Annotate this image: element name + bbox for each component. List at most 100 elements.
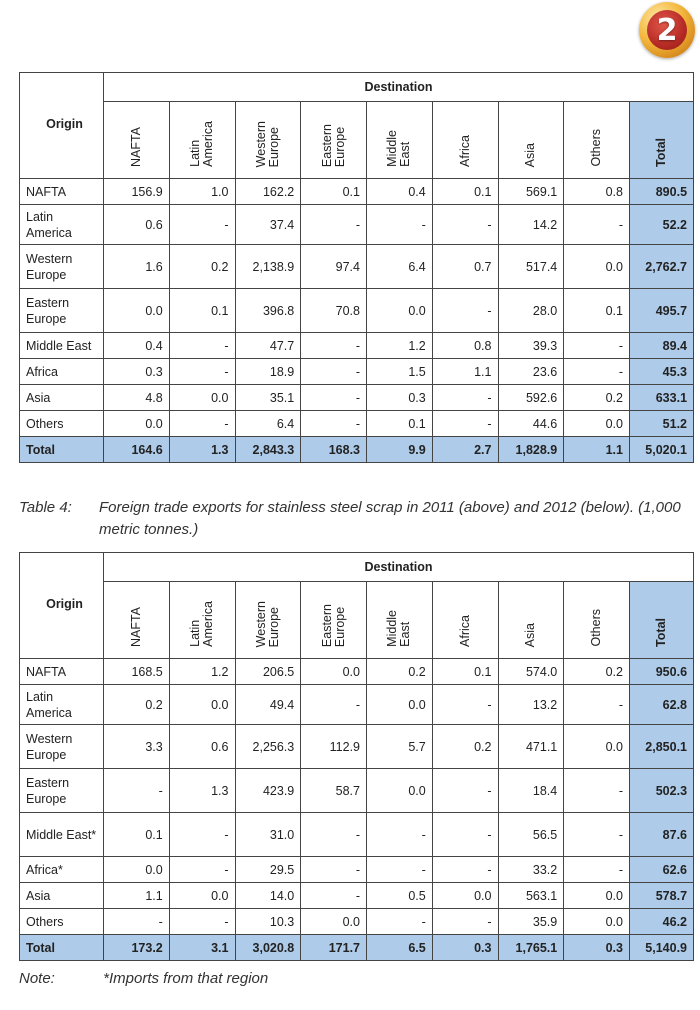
value-cell: 0.0	[168, 684, 236, 725]
value-cell: 0.0	[563, 244, 630, 289]
value-cell: -	[366, 856, 433, 883]
total-cell: 46.2	[628, 908, 695, 935]
value-cell: 1.5	[366, 358, 433, 385]
value-cell: 28.0	[497, 288, 565, 333]
column-headers: NAFTA Latin America Western Europe Eastern …	[20, 581, 695, 659]
value-cell: 0.0	[563, 724, 630, 769]
value-cell: 423.9	[234, 768, 302, 813]
value-cell: 0.3	[431, 934, 499, 961]
value-cell: 0.8	[563, 178, 630, 205]
value-cell: 592.6	[497, 384, 565, 411]
value-cell: 3.1	[168, 934, 236, 961]
table-body: NAFTA 156.9 1.0 162.2 0.1 0.4 0.1 569.1 0.8 890.5…	[19, 178, 695, 463]
value-cell: -	[300, 684, 367, 725]
table-row: Western Europe 1.6 0.2 2,138.9 97.4 6.4 0.7 517…	[19, 244, 695, 289]
value-cell: -	[431, 410, 499, 437]
value-cell: 0.1	[563, 288, 630, 333]
total-row: Total 164.6 1.3 2,843.3 168.3 9.9 2.7 1,828.9 1.…	[19, 436, 695, 463]
value-cell: 0.4	[366, 178, 433, 205]
origin-cell: Western Europe	[19, 724, 104, 769]
column-header-others: Others	[563, 101, 630, 179]
value-cell: 18.4	[497, 768, 565, 813]
column-header-label: Middle East	[385, 130, 413, 167]
column-header-label: Total	[654, 138, 668, 167]
column-header-asia: Asia	[497, 581, 565, 659]
value-cell: 0.0	[563, 882, 630, 909]
value-cell: 1,828.9	[497, 436, 565, 463]
value-cell: 5.7	[366, 724, 433, 769]
column-header-label: Others	[589, 129, 604, 167]
origin-cell: Latin America	[19, 684, 104, 725]
value-cell: 3.3	[103, 724, 170, 769]
column-header-africa: Africa	[431, 581, 499, 659]
table-body: NAFTA 168.5 1.2 206.5 0.0 0.2 0.1 574.0 0.2 950.6…	[19, 658, 695, 961]
value-cell: -	[431, 384, 499, 411]
value-cell: 39.3	[497, 332, 565, 359]
origin-cell: Middle East	[19, 332, 104, 359]
value-cell: 35.1	[234, 384, 302, 411]
origin-cell: Eastern Europe	[19, 768, 104, 813]
column-header-label: Western Europe	[253, 600, 281, 647]
column-header-label: NAFTA	[128, 606, 143, 647]
column-header-label: Total	[654, 618, 668, 647]
column-header-label: Western Europe	[253, 120, 281, 167]
value-cell: 0.5	[366, 882, 433, 909]
value-cell: -	[300, 856, 367, 883]
value-cell: 0.1	[431, 658, 499, 685]
value-cell: 49.4	[234, 684, 302, 725]
column-header-middle-east: Middle East	[366, 101, 433, 179]
value-cell: 14.2	[497, 204, 565, 245]
value-cell: 0.8	[431, 332, 499, 359]
table-row: Middle East* 0.1-31.0- - -56.5-87.6	[19, 812, 695, 857]
column-header-label: NAFTA	[128, 126, 143, 167]
value-cell: 14.0	[234, 882, 302, 909]
value-cell: -	[563, 856, 630, 883]
value-cell: 33.2	[497, 856, 565, 883]
value-cell: 569.1	[497, 178, 565, 205]
total-cell: 495.7	[628, 288, 695, 333]
value-cell: 44.6	[497, 410, 565, 437]
value-cell: -	[300, 384, 367, 411]
value-cell: 1.2	[366, 332, 433, 359]
value-cell: 0.1	[300, 178, 367, 205]
table-row: Asia 4.8 0.0 35.1-0.3-592.6 0.2 633.1	[19, 384, 695, 411]
value-cell: 0.0	[563, 908, 630, 935]
value-cell: 6.4	[234, 410, 302, 437]
origin-cell: Eastern Europe	[19, 288, 104, 333]
value-cell: 1.3	[168, 768, 236, 813]
column-header-latin-america: Latin America	[168, 101, 236, 179]
total-cell: 45.3	[628, 358, 695, 385]
exports-table-2012: Origin Destination NAFTA Latin America Wes…	[19, 552, 695, 961]
value-cell: 396.8	[234, 288, 302, 333]
value-cell: -	[431, 684, 499, 725]
origin-cell: Asia	[19, 882, 104, 909]
column-header-total: Total	[628, 101, 695, 179]
value-cell: 58.7	[300, 768, 367, 813]
value-cell: 35.9	[497, 908, 565, 935]
total-cell: 62.8	[628, 684, 695, 725]
value-cell: 0.2	[563, 658, 630, 685]
column-header-middle-east: Middle East	[366, 581, 433, 659]
table-row: Latin America 0.6-37.4- - -14.2-52.2	[19, 204, 695, 245]
table-row: Eastern Europe 0.0 0.1 396.8 70.8 0.0-28.0 0.1…	[19, 288, 695, 333]
value-cell: 0.0	[300, 658, 367, 685]
value-cell: 173.2	[103, 934, 170, 961]
column-header-eastern-europe: Eastern Europe	[300, 101, 367, 179]
value-cell: 0.6	[168, 724, 236, 769]
value-cell: 517.4	[497, 244, 565, 289]
value-cell: 0.3	[563, 934, 630, 961]
value-cell: -	[563, 812, 630, 857]
total-cell: 633.1	[628, 384, 695, 411]
value-cell: -	[168, 812, 236, 857]
column-header-label: Others	[589, 609, 604, 647]
total-cell: 51.2	[628, 410, 695, 437]
table-caption: Table 4: Foreign trade exports for stain…	[19, 497, 689, 541]
destination-header: Destination	[102, 552, 695, 582]
value-cell: 0.3	[366, 384, 433, 411]
column-header-africa: Africa	[431, 101, 499, 179]
exports-table-2011: Origin Destination NAFTA Latin America Wes…	[19, 72, 695, 463]
column-header-asia: Asia	[497, 101, 565, 179]
total-cell: 578.7	[628, 882, 695, 909]
total-cell: 502.3	[628, 768, 695, 813]
origin-cell: Africa	[19, 358, 104, 385]
